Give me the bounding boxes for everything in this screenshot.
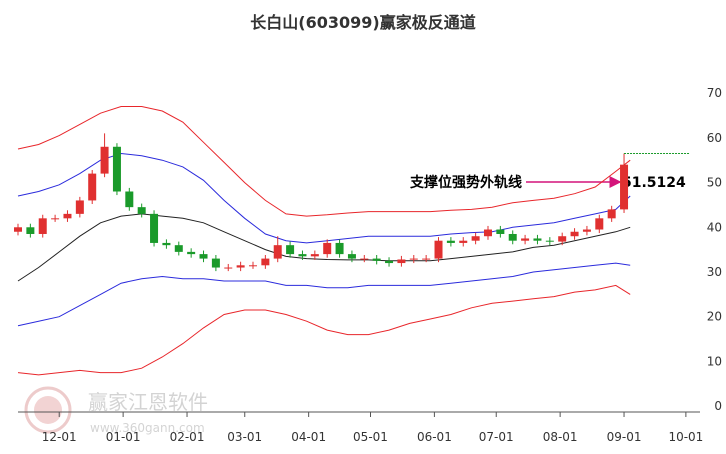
candle-body	[137, 207, 146, 214]
candle-body	[459, 240, 468, 243]
candle-body	[187, 251, 196, 255]
watermark-url: www.360gann.com	[90, 421, 205, 435]
x-tick-label: 06-01	[417, 430, 452, 444]
annotation-text: 支撑位强势外轨线	[409, 174, 522, 191]
x-tick-label: 04-01	[291, 430, 326, 444]
candle-body	[273, 245, 282, 259]
y-tick-label: 0	[714, 399, 722, 413]
candle-body	[545, 240, 554, 242]
candle-body	[496, 229, 505, 234]
x-tick-label: 09-01	[607, 430, 642, 444]
band-line	[17, 106, 631, 217]
x-tick-label: 05-01	[353, 430, 388, 444]
candle-body	[63, 213, 72, 219]
candle-body	[372, 258, 381, 261]
y-tick-label: 70	[707, 86, 722, 100]
candle-body	[360, 258, 369, 260]
candle-body	[75, 200, 84, 214]
annotation-value: 51.5124	[622, 175, 686, 191]
x-tick-label: 07-01	[479, 430, 514, 444]
y-tick-label: 10	[707, 354, 722, 368]
candle-body	[446, 240, 455, 243]
candle-body	[582, 229, 591, 232]
candle-body	[286, 245, 295, 255]
candle-body	[298, 254, 307, 257]
candle-body	[51, 218, 60, 220]
x-tick-label: 02-01	[170, 430, 205, 444]
candle-body	[310, 254, 319, 257]
candle-body	[422, 258, 431, 260]
band-line	[17, 213, 631, 282]
x-tick-label: 10-01	[668, 430, 703, 444]
candle-body	[162, 242, 171, 246]
candle-body	[174, 245, 183, 252]
candle-body	[88, 173, 97, 201]
candle-body	[261, 258, 270, 266]
y-tick-label: 50	[707, 176, 722, 190]
candle-body	[521, 238, 530, 241]
candle-body	[483, 229, 492, 237]
candle-body	[620, 164, 629, 210]
candle-body	[100, 146, 109, 174]
x-tick-label: 03-01	[227, 430, 262, 444]
candle-body	[26, 227, 35, 234]
candle-body	[595, 218, 604, 230]
x-tick-label: 08-01	[543, 430, 578, 444]
candle-body	[471, 236, 480, 241]
candle-body	[533, 238, 542, 241]
chart-title: 长白山(603099)赢家极反通道	[250, 13, 475, 32]
candle-body	[248, 265, 257, 267]
candle-body	[397, 259, 406, 264]
candle-body	[236, 265, 245, 268]
candle-body	[508, 233, 517, 241]
candle-body	[14, 227, 22, 232]
candle-body	[347, 254, 356, 259]
candle-body	[224, 267, 233, 269]
candle-body	[570, 231, 579, 237]
candle-body	[112, 146, 121, 192]
band-line	[17, 152, 631, 244]
band-line	[17, 262, 631, 327]
candle-body	[335, 242, 344, 255]
y-tick-label: 20	[707, 310, 722, 324]
candle-body	[558, 236, 567, 242]
band-line	[17, 284, 631, 376]
candle-body	[409, 258, 418, 260]
y-tick-label: 30	[707, 265, 722, 279]
candle-body	[38, 218, 47, 234]
watermark-text: 赢家江恩软件	[88, 390, 208, 414]
candle-body	[323, 242, 332, 255]
candle-body	[211, 258, 220, 268]
candle-body	[434, 240, 443, 259]
y-tick-label: 60	[707, 131, 722, 145]
candle-body	[385, 260, 394, 264]
x-tick-label: 12-01	[42, 430, 77, 444]
candle-body	[150, 213, 159, 243]
watermark: 赢家江恩软件 www.360gann.com	[24, 386, 208, 435]
candle-body	[125, 191, 134, 208]
candle-body	[607, 209, 616, 219]
x-tick-label: 01-01	[106, 430, 141, 444]
candle-body	[199, 254, 208, 259]
y-tick-label: 40	[707, 220, 722, 234]
